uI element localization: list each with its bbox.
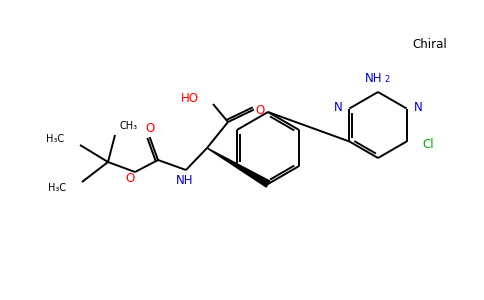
Text: Cl: Cl <box>423 138 434 151</box>
Text: 2: 2 <box>384 74 389 83</box>
Text: O: O <box>256 103 265 116</box>
Text: CH₃: CH₃ <box>120 121 138 131</box>
Text: O: O <box>125 172 135 185</box>
Text: N: N <box>333 101 342 114</box>
Text: NH: NH <box>365 71 383 85</box>
Text: H₃C: H₃C <box>46 134 64 144</box>
Text: Chiral: Chiral <box>413 38 447 52</box>
Text: HO: HO <box>181 92 199 106</box>
Polygon shape <box>207 148 270 187</box>
Text: NH: NH <box>176 173 194 187</box>
Text: H₃C: H₃C <box>48 183 66 193</box>
Text: O: O <box>145 122 154 136</box>
Text: N: N <box>414 101 423 114</box>
